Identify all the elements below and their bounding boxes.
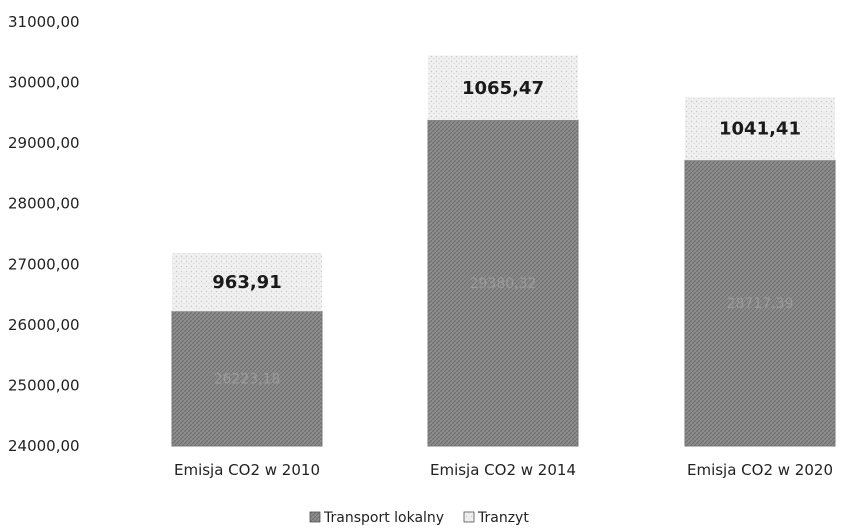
bars <box>171 55 836 447</box>
bar-tranzyt <box>428 55 578 121</box>
data-labels: 26223,18 963,91 29380,32 1065,47 28717,39 104… <box>212 78 801 388</box>
y-tick-label: 31000,00 <box>8 13 80 31</box>
data-label-transport-lokalny: 28717,39 <box>727 296 794 312</box>
data-label-tranzyt: 1065,47 <box>462 78 544 99</box>
bar-transport-lokalny <box>171 310 323 447</box>
bar-tranzyt <box>172 252 322 312</box>
data-label-tranzyt: 963,91 <box>212 272 281 293</box>
x-axis: Emisja CO2 w 2010 Emisja CO2 w 2014 Emisja… <box>174 461 833 479</box>
legend-label: Tranzyt <box>477 510 529 526</box>
y-tick-label: 30000,00 <box>8 74 80 92</box>
data-label-tranzyt: 1041,41 <box>719 119 801 140</box>
y-tick-label: 24000,00 <box>8 437 80 455</box>
legend-swatch <box>463 511 475 523</box>
y-axis: 24000,00 25000,00 26000,00 27000,00 28000,00… <box>8 13 80 455</box>
data-label-transport-lokalny: 26223,18 <box>214 372 281 388</box>
data-label-transport-lokalny: 29380,32 <box>470 276 537 292</box>
bar-transport-lokalny <box>684 159 836 447</box>
bar-tranzyt <box>685 97 835 161</box>
y-tick-label: 27000,00 <box>8 255 80 273</box>
legend-label: Transport lokalny <box>323 510 444 526</box>
x-category-label: Emisja CO2 w 2010 <box>174 461 320 479</box>
y-tick-label: 26000,00 <box>8 316 80 334</box>
y-tick-label: 28000,00 <box>8 195 80 213</box>
y-tick-label: 25000,00 <box>8 376 80 394</box>
y-tick-label: 29000,00 <box>8 134 80 152</box>
x-category-label: Emisja CO2 w 2014 <box>430 461 576 479</box>
x-category-label: Emisja CO2 w 2020 <box>687 461 833 479</box>
legend: Transport lokalny Tranzyt <box>309 510 529 526</box>
legend-swatch <box>309 511 321 523</box>
